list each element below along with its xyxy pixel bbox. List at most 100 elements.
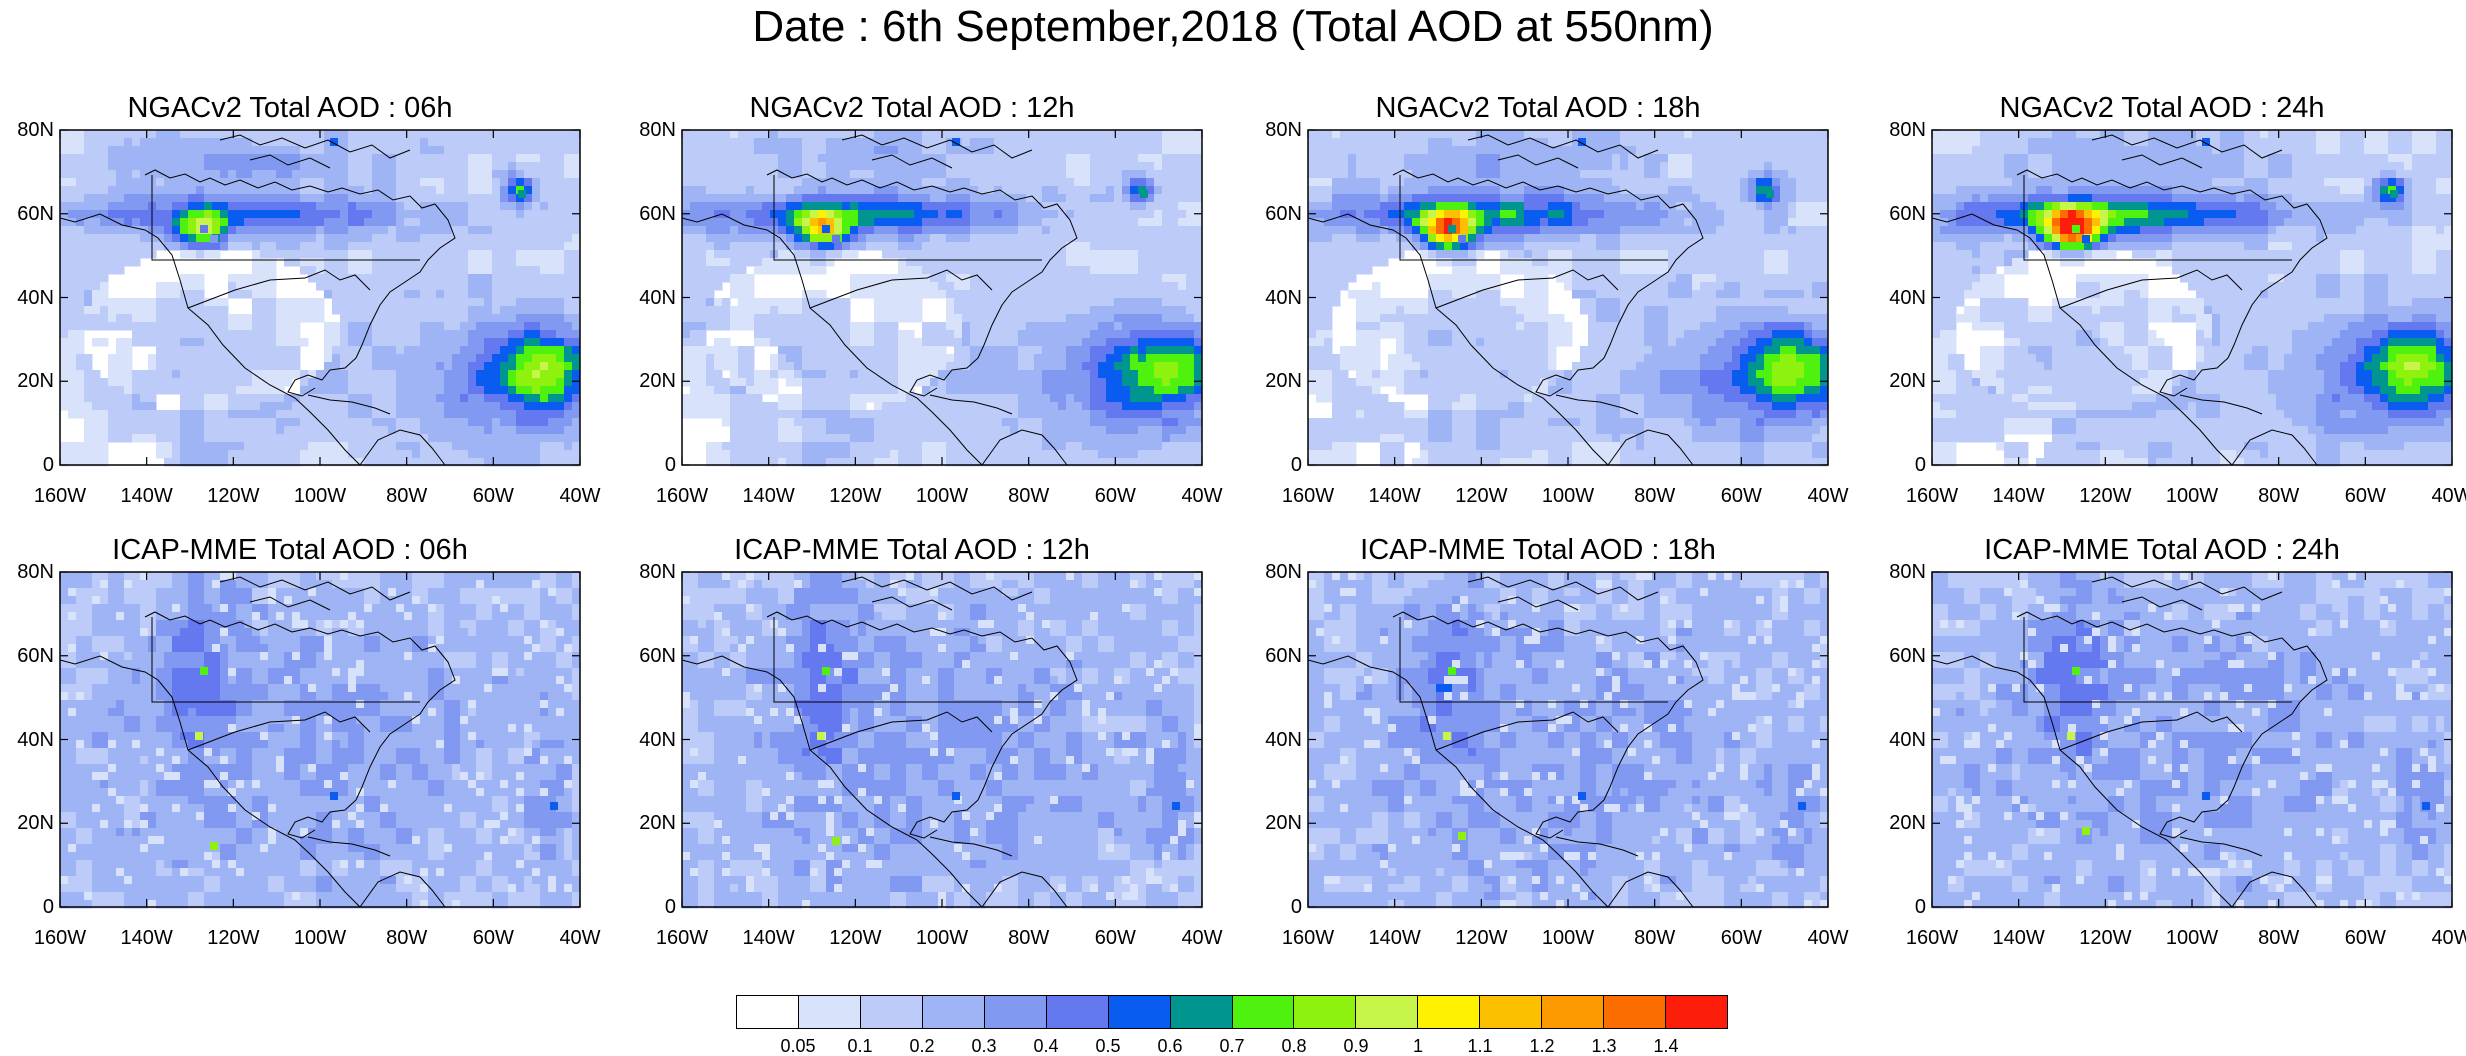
lon-tick-label: 100W bbox=[1542, 486, 1594, 506]
lat-tick-label: 60N bbox=[639, 646, 676, 666]
lon-tick-label: 160W bbox=[656, 486, 708, 506]
colorbar-label: 1.1 bbox=[1467, 1036, 1492, 1056]
lon-tick-label: 60W bbox=[473, 486, 514, 506]
lat-tick-label: 80N bbox=[1265, 562, 1302, 582]
colorbar-label: 0.7 bbox=[1219, 1036, 1244, 1056]
colorbar-swatch bbox=[737, 996, 799, 1028]
lat-tick-label: 20N bbox=[1889, 371, 1926, 391]
lon-tick-label: 140W bbox=[743, 928, 795, 948]
map-plot-area: 80N 60N 40N 20N 0 160W 140W 120W 100W 80W 60W 40W bbox=[1265, 562, 1848, 948]
colorbar-swatch bbox=[860, 996, 923, 1028]
colorbar-label: 0.6 bbox=[1157, 1036, 1182, 1056]
colorbar-swatch bbox=[1170, 996, 1233, 1028]
colorbar-swatch bbox=[1294, 996, 1357, 1028]
lat-tick-label: 60N bbox=[1889, 204, 1926, 224]
aod-field-map bbox=[1931, 571, 2453, 909]
lon-tick-label: 60W bbox=[1721, 928, 1762, 948]
panel-title: NGACv2 Total AOD : 18h bbox=[1248, 90, 1828, 126]
colorbar-swatch bbox=[1108, 996, 1171, 1028]
aod-field-map bbox=[681, 571, 1203, 909]
lon-tick-label: 60W bbox=[1095, 486, 1136, 506]
lon-tick-label: 100W bbox=[2166, 486, 2218, 506]
lat-tick-label: 20N bbox=[1889, 813, 1926, 833]
lon-tick-label: 120W bbox=[2079, 486, 2131, 506]
lon-tick-label: 140W bbox=[1369, 486, 1421, 506]
lon-tick-label: 80W bbox=[2258, 928, 2299, 948]
lon-tick-label: 80W bbox=[2258, 486, 2299, 506]
aod-field-map bbox=[1931, 129, 2453, 467]
lon-tick-label: 160W bbox=[34, 486, 86, 506]
colorbar-label: 0.1 bbox=[847, 1036, 872, 1056]
lat-tick-label: 80N bbox=[639, 562, 676, 582]
panel-title: ICAP-MME Total AOD : 18h bbox=[1248, 532, 1828, 568]
colorbar-swatch bbox=[1666, 996, 1727, 1028]
lat-tick-label: 40N bbox=[639, 730, 676, 750]
lat-tick-label: 0 bbox=[1915, 455, 1926, 475]
coastlines bbox=[59, 576, 456, 908]
lon-tick-label: 60W bbox=[2345, 928, 2386, 948]
lon-tick-label: 160W bbox=[1282, 928, 1334, 948]
lat-tick-label: 60N bbox=[1265, 204, 1302, 224]
lat-tick-label: 20N bbox=[639, 371, 676, 391]
colorbar-label: 0.9 bbox=[1343, 1036, 1368, 1056]
coastlines bbox=[681, 576, 1078, 908]
lon-tick-label: 40W bbox=[559, 928, 600, 948]
lon-tick-label: 140W bbox=[743, 486, 795, 506]
lat-tick-label: 0 bbox=[1291, 455, 1302, 475]
colorbar-swatch bbox=[1604, 996, 1667, 1028]
lat-tick-label: 0 bbox=[43, 455, 54, 475]
map-panel-8: ICAP-MME Total AOD : 24h 80N 60N 40N 20N 0 160… bbox=[1872, 532, 2466, 992]
map-panel-6: ICAP-MME Total AOD : 12h 80N 60N 40N 20N 0 160… bbox=[622, 532, 1222, 992]
map-plot-area: 80N 60N 40N 20N 0 160W 140W 120W 100W 80W 60W 40W bbox=[639, 120, 1222, 506]
lon-tick-label: 40W bbox=[1181, 928, 1222, 948]
lat-tick-label: 80N bbox=[1889, 120, 1926, 140]
lat-tick-label: 20N bbox=[17, 813, 54, 833]
lon-tick-label: 40W bbox=[1807, 928, 1848, 948]
colorbar-swatch bbox=[1480, 996, 1543, 1028]
coastlines bbox=[1931, 576, 2328, 908]
lon-tick-label: 160W bbox=[1906, 486, 1958, 506]
lat-tick-label: 60N bbox=[1265, 646, 1302, 666]
aod-grid bbox=[60, 572, 581, 909]
panel-title: NGACv2 Total AOD : 12h bbox=[622, 90, 1202, 126]
lat-tick-label: 60N bbox=[1889, 646, 1926, 666]
coastlines bbox=[1307, 134, 1704, 466]
map-panel-5: ICAP-MME Total AOD : 06h 80N 60N 40N 20N 0 160… bbox=[0, 532, 600, 992]
lat-tick-label: 40N bbox=[1889, 288, 1926, 308]
lon-tick-label: 140W bbox=[1993, 928, 2045, 948]
colorbar-labels: 0.05 0.1 0.2 0.3 0.4 0.5 0.6 0.7 0.8 0.9 1 1.1 1.2 1.… bbox=[736, 1036, 1728, 1056]
lon-tick-label: 80W bbox=[386, 928, 427, 948]
colorbar-swatch bbox=[1356, 996, 1419, 1028]
lon-tick-label: 80W bbox=[1008, 486, 1049, 506]
lon-tick-label: 120W bbox=[1455, 486, 1507, 506]
lon-tick-label: 40W bbox=[2431, 928, 2466, 948]
colorbar-swatch bbox=[922, 996, 985, 1028]
colorbar-swatch bbox=[1418, 996, 1481, 1028]
lon-tick-label: 120W bbox=[829, 486, 881, 506]
colorbar-swatch bbox=[798, 996, 861, 1028]
aod-grid bbox=[60, 130, 581, 467]
lon-tick-label: 100W bbox=[2166, 928, 2218, 948]
lat-tick-label: 60N bbox=[17, 204, 54, 224]
lat-tick-label: 80N bbox=[17, 562, 54, 582]
aod-field-map bbox=[59, 129, 581, 467]
lat-tick-label: 20N bbox=[639, 813, 676, 833]
figure-title: Date : 6th September,2018 (Total AOD at … bbox=[0, 2, 2466, 52]
axis-ticks bbox=[59, 129, 581, 466]
lon-tick-label: 80W bbox=[386, 486, 427, 506]
colorbar-label: 0.4 bbox=[1033, 1036, 1058, 1056]
aod-grid bbox=[682, 572, 1203, 909]
lon-tick-label: 140W bbox=[121, 486, 173, 506]
lon-tick-label: 100W bbox=[916, 486, 968, 506]
lon-tick-label: 60W bbox=[1095, 928, 1136, 948]
lon-tick-label: 120W bbox=[2079, 928, 2131, 948]
aod-field-map bbox=[1307, 571, 1829, 909]
map-plot-area: 80N 60N 40N 20N 0 160W 140W 120W 100W 80W 60W 40W bbox=[1889, 562, 2466, 948]
coastlines bbox=[1307, 576, 1704, 908]
lon-tick-label: 100W bbox=[1542, 928, 1594, 948]
axis-ticks bbox=[681, 129, 1203, 466]
aod-grid bbox=[1932, 572, 2453, 909]
colorbar-label: 0.2 bbox=[909, 1036, 934, 1056]
lon-tick-label: 60W bbox=[2345, 486, 2386, 506]
lat-tick-label: 20N bbox=[17, 371, 54, 391]
